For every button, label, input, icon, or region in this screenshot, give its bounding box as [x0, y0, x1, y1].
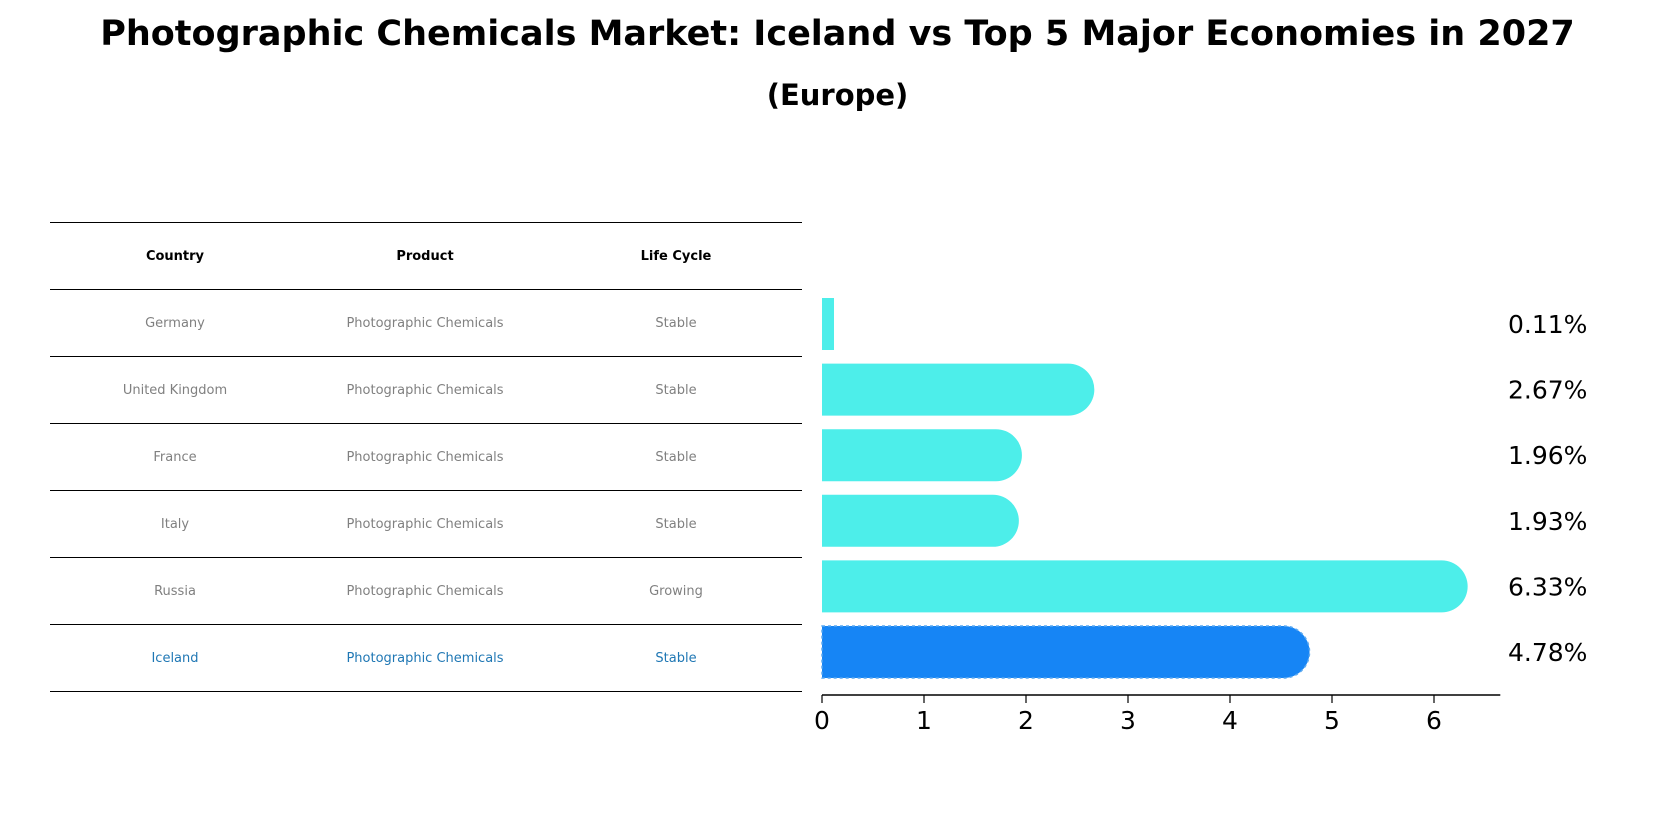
- cell-life-cycle: Stable: [655, 650, 697, 666]
- x-tick-label: 0: [814, 706, 830, 735]
- bar-value-label: 0.11%: [1508, 310, 1587, 339]
- bar-germany: [822, 298, 834, 350]
- x-tick-label: 4: [1222, 706, 1238, 735]
- cell-life-cycle: Growing: [649, 583, 703, 599]
- bar-value-label: 1.96%: [1508, 441, 1587, 470]
- x-tick-label: 2: [1018, 706, 1034, 735]
- bar-value-label: 1.93%: [1508, 507, 1587, 536]
- table-row: United Kingdom Photographic Chemicals St…: [50, 357, 802, 424]
- cell-life-cycle: Stable: [655, 449, 697, 465]
- table-row: Russia Photographic Chemicals Growing: [50, 558, 802, 625]
- cell-country: Russia: [154, 583, 196, 599]
- header-life-cycle: Life Cycle: [640, 248, 712, 264]
- bar-value-label: 2.67%: [1508, 376, 1587, 405]
- bar-iceland: [821, 625, 1311, 679]
- table-row: Germany Photographic Chemicals Stable: [50, 290, 802, 357]
- cell-product: Photographic Chemicals: [346, 315, 504, 331]
- cell-product: Photographic Chemicals: [346, 516, 504, 532]
- cell-product: Photographic Chemicals: [346, 650, 504, 666]
- cell-country: United Kingdom: [122, 382, 228, 398]
- cell-country: Italy: [160, 516, 190, 532]
- header-country: Country: [145, 248, 205, 264]
- cell-product: Photographic Chemicals: [346, 583, 504, 599]
- chart-subtitle: (Europe): [766, 78, 909, 112]
- cell-life-cycle: Stable: [655, 315, 697, 331]
- bar-value-label: 4.78%: [1508, 638, 1587, 667]
- cell-life-cycle: Stable: [655, 382, 697, 398]
- bar-france: [822, 429, 1022, 482]
- x-tick-label: 5: [1324, 706, 1340, 735]
- table-row: France Photographic Chemicals Stable: [50, 424, 802, 491]
- cell-country: France: [153, 449, 197, 465]
- x-tick-label: 6: [1426, 706, 1442, 735]
- table-row-highlighted: Iceland Photographic Chemicals Stable: [50, 625, 802, 692]
- cell-country: Iceland: [151, 650, 199, 666]
- x-tick-label: 3: [1120, 706, 1136, 735]
- bar-value-label: 6.33%: [1508, 572, 1587, 601]
- cell-country: Germany: [145, 315, 205, 331]
- cell-product: Photographic Chemicals: [346, 382, 504, 398]
- bar-russia: [822, 560, 1468, 613]
- table-header-row: Country Product Life Cycle: [50, 222, 802, 290]
- header-product: Product: [396, 248, 454, 264]
- bar-italy: [822, 494, 1019, 547]
- bar-united-kingdom: [822, 363, 1095, 416]
- data-table: Country Product Life Cycle Germany Photo…: [50, 222, 802, 692]
- table-row: Italy Photographic Chemicals Stable: [50, 491, 802, 558]
- x-tick-label: 1: [916, 706, 932, 735]
- cell-product: Photographic Chemicals: [346, 449, 504, 465]
- chart-title: Photographic Chemicals Market: Iceland v…: [100, 14, 1575, 54]
- cell-life-cycle: Stable: [655, 516, 697, 532]
